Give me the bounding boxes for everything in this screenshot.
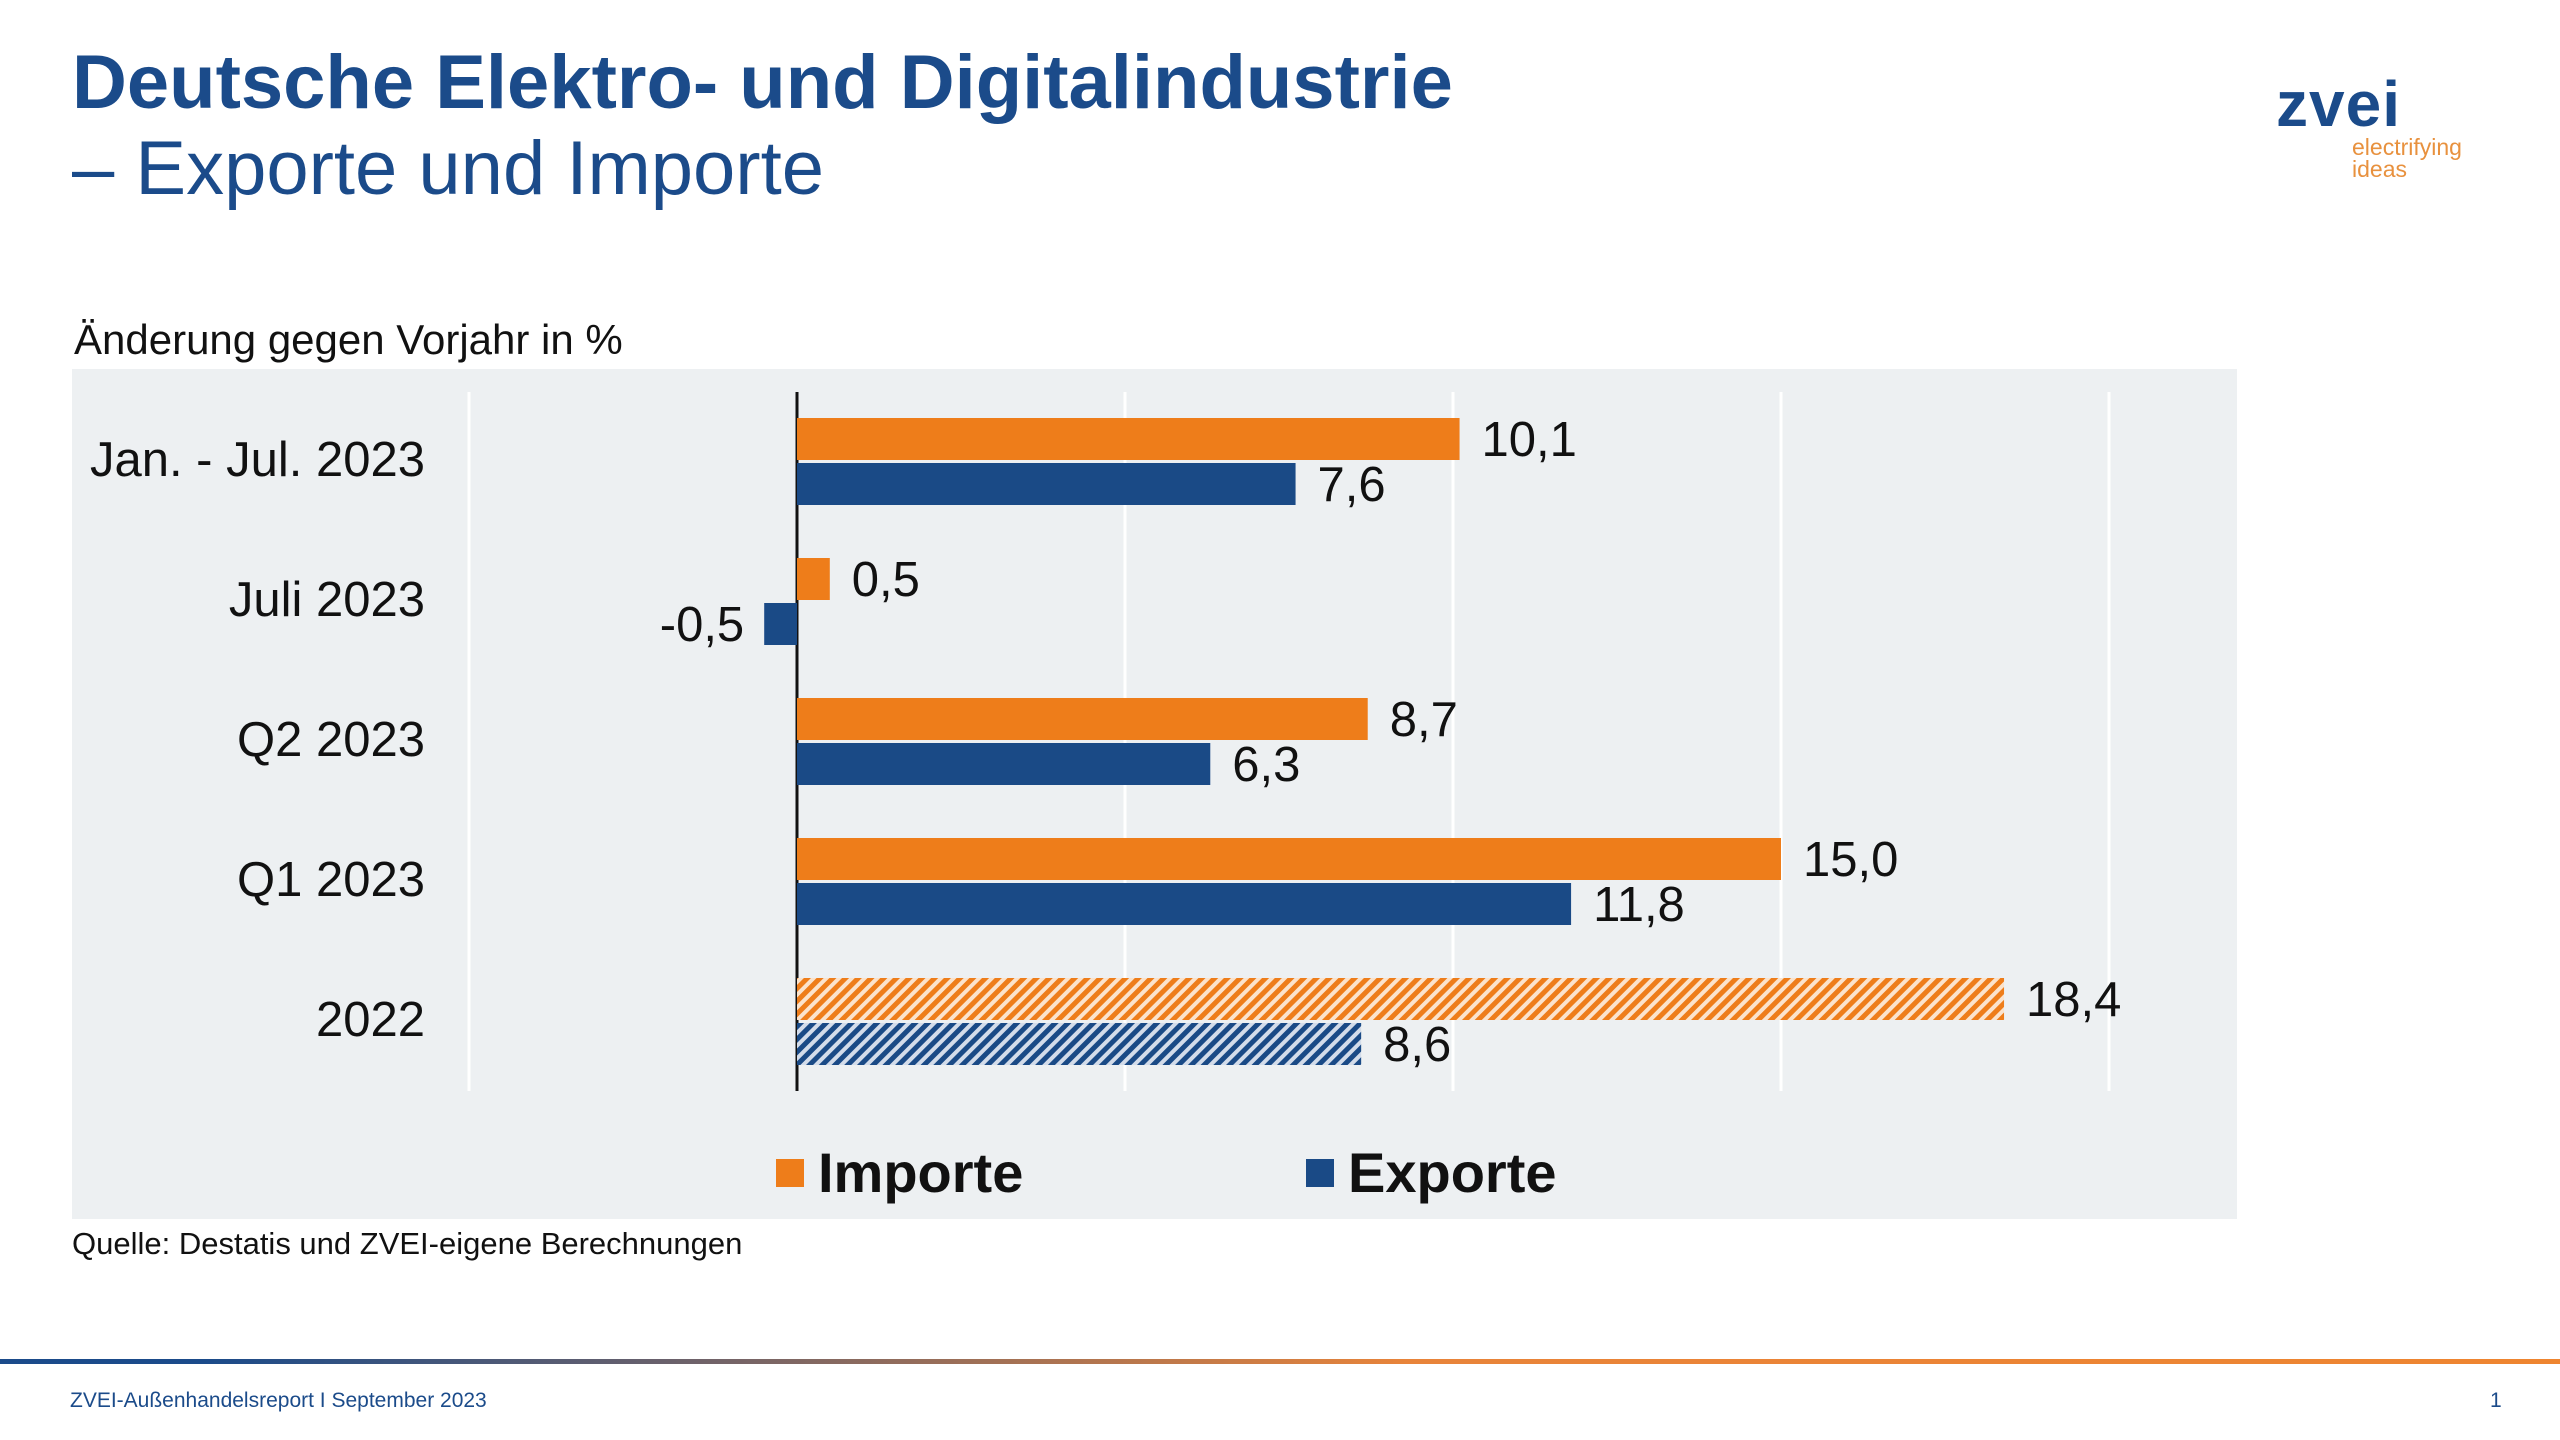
chart-panel — [72, 369, 2237, 1219]
bar-exporte — [797, 1023, 1362, 1065]
data-label: 8,7 — [1390, 693, 1458, 747]
page-number: 1 — [2490, 1389, 2502, 1412]
category-label: Jan. - Jul. 2023 — [90, 433, 425, 487]
category-label: Juli 2023 — [229, 573, 425, 627]
data-label: 7,6 — [1318, 458, 1386, 512]
bar-exporte — [797, 883, 1572, 925]
bar-importe — [797, 978, 2005, 1020]
data-label: 15,0 — [1803, 833, 1898, 887]
zvei-logo: zvei electrifying ideas — [2276, 68, 2462, 182]
title-line-2: – Exporte und Importe — [72, 126, 824, 211]
data-label: 18,4 — [2026, 973, 2121, 1027]
category-label: 2022 — [316, 993, 425, 1047]
legend-importe: Importe — [776, 1140, 1023, 1205]
data-label: 6,3 — [1232, 738, 1300, 792]
page-title: Deutsche Elektro- und Digitalindustrie –… — [72, 40, 1453, 212]
logo-tagline-1: electrifying — [2352, 134, 2462, 160]
footer-text: ZVEI-Außenhandelsreport I September 2023 — [70, 1389, 487, 1412]
category-label: Q1 2023 — [237, 853, 425, 907]
bar-exporte — [797, 743, 1211, 785]
legend-exporte: Exporte — [1306, 1140, 1557, 1205]
legend-label-importe: Importe — [818, 1141, 1024, 1204]
legend-swatch-importe — [776, 1158, 804, 1187]
bar-importe — [797, 558, 830, 600]
bar-importe — [797, 838, 1781, 880]
footer-divider — [0, 1359, 2560, 1364]
bar-exporte — [797, 463, 1296, 505]
logo-tagline-2: ideas — [2352, 156, 2407, 182]
data-label: 10,1 — [1482, 413, 1577, 467]
data-label: 0,5 — [852, 553, 920, 607]
data-label: -0,5 — [660, 598, 744, 652]
axis-unit-label: Änderung gegen Vorjahr in % — [74, 316, 623, 363]
legend-swatch-exporte — [1306, 1158, 1334, 1187]
category-label: Q2 2023 — [237, 713, 425, 767]
data-label: 8,6 — [1383, 1018, 1451, 1072]
source-note: Quelle: Destatis und ZVEI-eigene Berechn… — [72, 1226, 743, 1261]
title-line-1: Deutsche Elektro- und Digitalindustrie — [72, 40, 1453, 125]
bar-exporte — [764, 603, 797, 645]
legend-label-exporte: Exporte — [1348, 1141, 1557, 1204]
bar-importe — [797, 418, 1460, 460]
bar-importe — [797, 698, 1368, 740]
data-label: 11,8 — [1593, 878, 1685, 932]
logo-brand: zvei — [2276, 68, 2401, 140]
